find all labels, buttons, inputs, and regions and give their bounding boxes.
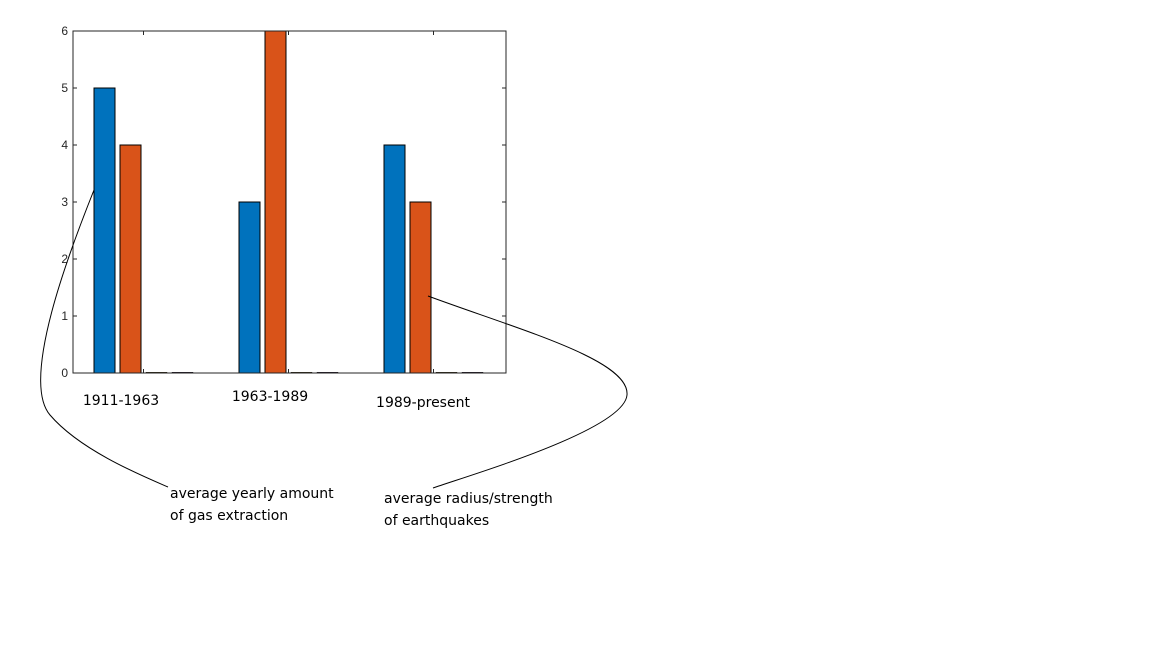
- annotation-earthquakes-line-1: average radius/strength: [384, 491, 553, 507]
- bar-series2-1989-present: [409, 201, 432, 374]
- y-tick-label: 2: [61, 252, 68, 266]
- y-tick-label: 5: [61, 81, 68, 95]
- bar-series1-1911-1963: [93, 87, 116, 374]
- bar-series2-1963-1989: [264, 30, 287, 374]
- plot-area: [73, 31, 506, 373]
- axes-group: 0 1 2 3 4 5 6: [61, 24, 507, 380]
- annotation-gas-extraction: average yearly amount of gas extraction: [170, 483, 334, 527]
- annotation-earthquakes-line-2: of earthquakes: [384, 513, 490, 529]
- bar-series2-1911-1963: [119, 144, 142, 374]
- bar-series1-1963-1989: [238, 201, 261, 374]
- annotation-connector-gas: [40, 189, 169, 488]
- y-tick-label: 6: [61, 24, 68, 38]
- category-label-1989-present: 1989-present: [376, 395, 470, 411]
- y-tick-label: 0: [61, 366, 68, 380]
- annotation-connector-earthquakes: [427, 295, 628, 489]
- bar-series1-1989-present: [383, 144, 406, 374]
- annotation-earthquakes: average radius/strength of earthquakes: [384, 488, 553, 532]
- annotation-gas-line-2: of gas extraction: [170, 508, 289, 524]
- y-tick-label: 1: [61, 309, 68, 323]
- y-tick-label: 3: [61, 195, 68, 209]
- y-tick-label: 4: [61, 138, 68, 152]
- annotation-gas-line-1: average yearly amount: [170, 486, 334, 502]
- category-label-1911-1963: 1911-1963: [82, 393, 160, 409]
- category-label-1963-1989: 1963-1989: [231, 389, 309, 405]
